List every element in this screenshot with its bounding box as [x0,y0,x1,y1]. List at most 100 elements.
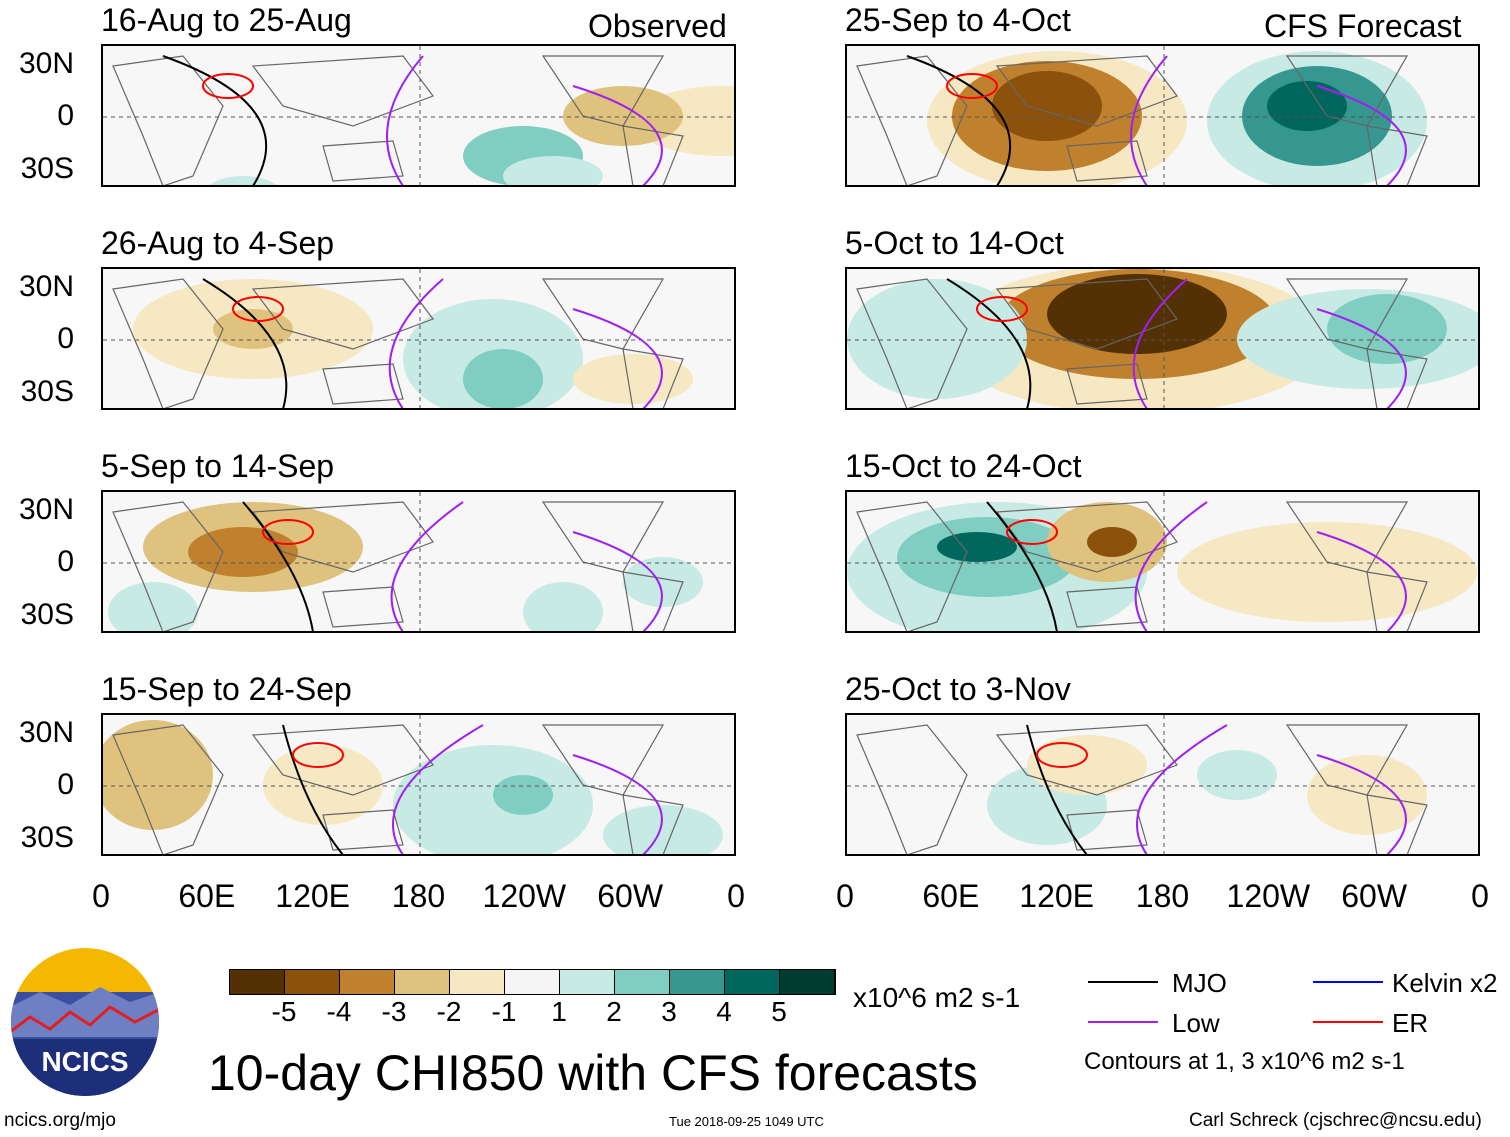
panel-title: 25-Oct to 3-Nov [845,671,1071,707]
contour-line [906,55,1012,185]
lat-label: 30S [20,598,74,631]
lat-label: 0 [57,545,74,578]
contour-line [572,85,663,185]
lon-label: 0 [836,878,854,914]
contour-line [292,742,345,768]
lon-label: 60E [178,878,236,914]
lon-label: 0 [92,878,110,914]
panel-title: 16-Aug to 25-Aug [101,2,352,38]
column-label-forecast: CFS Forecast [1264,8,1462,44]
coastline [1066,363,1148,405]
contour-line [572,531,663,631]
anomaly-shading [1027,735,1147,795]
panel-title: 26-Aug to 4-Sep [101,225,335,261]
anomaly-shading [563,86,683,146]
anomaly-shading [573,354,693,404]
figure-title: 10-day CHI850 with CFS forecasts [208,1045,978,1101]
colorbar-swatch [450,970,505,994]
anomaly-shading [603,805,723,854]
legend-line-low [1088,1021,1158,1023]
anomaly-shading [209,176,277,185]
anomaly-shading [103,720,213,830]
colorbar-label: -4 [326,996,352,1027]
contour-line [162,55,268,185]
lat-label: 30S [20,821,74,854]
lon-label: 0 [1471,878,1489,914]
map-panel-forecast-0 [845,44,1480,187]
colorbar-swatch [560,970,615,994]
contour-line [202,278,288,408]
lon-label: 120W [482,878,567,914]
contour-line [390,501,464,631]
lat-label: 30S [20,375,74,408]
map-panel-observed-0 [101,44,736,187]
contour-line [986,501,1058,631]
coastline [112,501,224,631]
contour-line [1132,278,1188,408]
contour-line [388,278,444,408]
lat-label: 30S [20,152,74,185]
contour-line [572,754,663,854]
anomaly-shading [263,745,383,825]
map-panel-forecast-3 [845,713,1480,856]
contour-line [1316,308,1407,408]
coastline [622,125,684,185]
coastline [856,278,968,408]
coastline [995,724,1178,796]
coastline [251,501,434,573]
panel-title: 15-Sep to 24-Sep [101,671,352,707]
map-panel-observed-1 [101,267,736,410]
coastline [856,55,968,185]
site-url[interactable]: ncics.org/mjo [4,1110,116,1131]
colorbar-label: 3 [661,996,677,1027]
coastline [251,55,434,127]
anomaly-shading [1087,527,1137,557]
timestamp: Tue 2018-09-25 1049 UTC [669,1114,824,1129]
colorbar-label: 4 [716,996,732,1027]
contour-line [202,73,255,99]
colorbar-label: -5 [271,996,297,1027]
coastline [322,363,404,405]
coastline [1366,348,1428,408]
lon-label: 120W [1226,878,1311,914]
coastline [1066,140,1148,182]
anomaly-shading [623,557,703,607]
anomaly-shading [1047,274,1227,354]
contour-line [392,724,484,854]
lat-label: 30N [18,270,74,303]
lon-label: 60W [597,878,664,914]
legend-line-er [1313,1021,1383,1023]
contour-line [1316,531,1407,631]
lat-label: 30N [18,493,74,526]
legend-line-kelvin [1313,981,1383,983]
legend-label-er: ER [1392,1008,1429,1038]
anomaly-shading [847,279,1027,399]
anomaly-shading [1197,750,1277,800]
colorbar-swatch [285,970,340,994]
ncics-logo: NCICS [11,948,159,1096]
coastline [322,140,404,182]
colorbar [229,969,836,995]
anomaly-shading [188,527,298,577]
coastline [856,501,968,631]
svg-text:NCICS: NCICS [41,1046,128,1077]
author: Carl Schreck (cjschrec@ncsu.edu) [1189,1110,1482,1131]
anomaly-shading [493,775,553,815]
lon-label: 180 [391,878,446,914]
contour-line [946,73,999,99]
contour-note: Contours at 1, 3 x10^6 m2 s-1 [1084,1048,1405,1075]
colorbar-label: -2 [436,996,462,1027]
coastline [995,55,1178,127]
coastline [1366,571,1428,631]
lon-label: 120E [275,878,351,914]
contour-line [262,519,315,545]
anomaly-shading [937,532,1017,562]
contour-line [242,501,314,631]
anomaly-shading [1177,522,1477,622]
contour-line [976,296,1029,322]
contour-line [1130,55,1168,185]
coastline [112,724,224,854]
legend-label-mjo: MJO [1172,968,1227,998]
column-label-observed: Observed [588,8,727,44]
